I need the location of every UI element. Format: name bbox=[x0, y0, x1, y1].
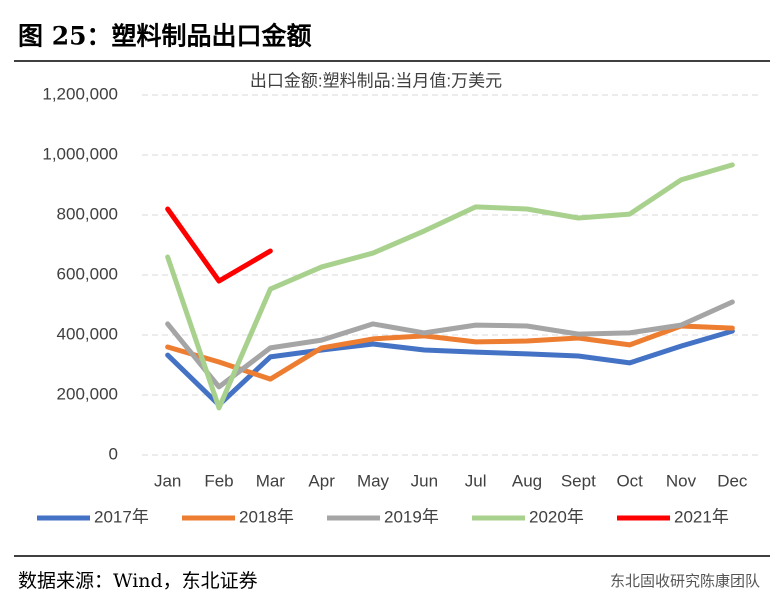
x-tick-label: May bbox=[357, 471, 390, 490]
legend-label: 2019年 bbox=[384, 507, 439, 526]
x-tick-label: Aug bbox=[512, 471, 542, 490]
x-tick-label: Jul bbox=[465, 471, 487, 490]
x-tick-label: Jun bbox=[411, 471, 438, 490]
series-line bbox=[165, 328, 735, 408]
x-tick-label: Apr bbox=[308, 471, 335, 490]
x-tick-label: Oct bbox=[616, 471, 643, 490]
chart-title: 出口金额:塑料制品:当月值:万美元 bbox=[250, 71, 502, 90]
y-tick-label: 400,000 bbox=[57, 324, 118, 343]
watermark: 东北固收研究陈康团队 bbox=[610, 572, 760, 590]
legend-label: 2017年 bbox=[94, 507, 149, 526]
x-tick-label: Feb bbox=[204, 471, 233, 490]
x-tick-label: Jan bbox=[154, 471, 181, 490]
figure-title: 图 25：塑料制品出口金额 bbox=[18, 22, 312, 51]
legend-label: 2021年 bbox=[674, 507, 729, 526]
x-tick-label: Sept bbox=[561, 471, 596, 490]
x-tick-label: Mar bbox=[256, 471, 286, 490]
x-tick-label: Dec bbox=[717, 471, 748, 490]
source: 数据来源：Wind，东北证券 bbox=[18, 570, 258, 592]
y-tick-label: 0 bbox=[109, 444, 118, 463]
y-tick-label: 800,000 bbox=[57, 204, 118, 223]
series-line bbox=[165, 162, 735, 411]
series-line bbox=[165, 323, 735, 382]
y-tick-label: 1,000,000 bbox=[42, 144, 118, 163]
y-tick-label: 600,000 bbox=[57, 264, 118, 283]
y-tick-label: 1,200,000 bbox=[42, 84, 118, 103]
legend-label: 2018年 bbox=[239, 507, 294, 526]
series-line bbox=[165, 206, 273, 284]
x-tick-label: Nov bbox=[666, 471, 697, 490]
y-tick-label: 200,000 bbox=[57, 384, 118, 403]
series-line bbox=[165, 299, 735, 390]
legend-label: 2020年 bbox=[529, 507, 584, 526]
